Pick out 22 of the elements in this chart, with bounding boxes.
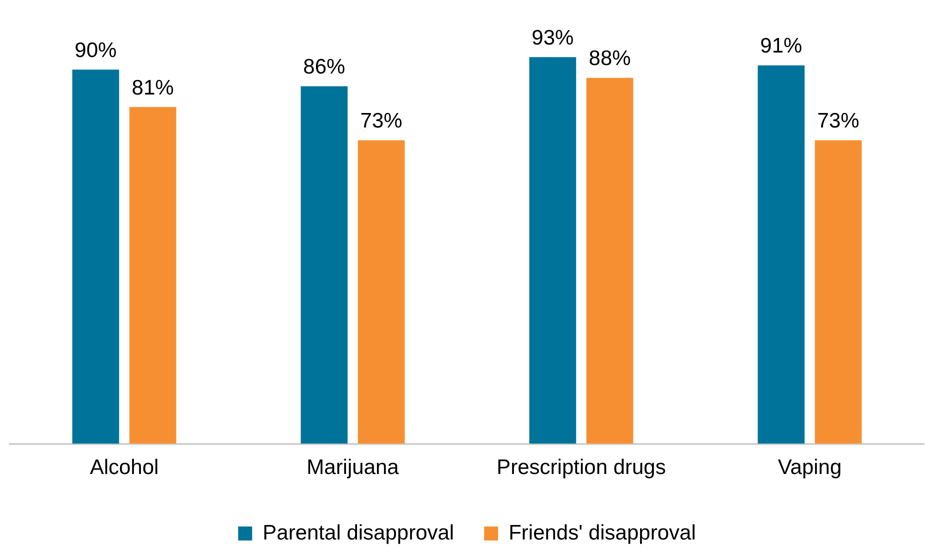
bar [586, 78, 634, 444]
data-label: 73% [817, 110, 860, 133]
bar [758, 65, 805, 444]
data-label: 90% [74, 38, 117, 62]
bar [814, 140, 862, 444]
data-label: 73% [360, 110, 402, 133]
data-label: 91% [760, 34, 802, 58]
data-label: 88% [588, 47, 631, 70]
x-tick-label: Alcohol [90, 456, 159, 480]
legend-label: Friends' disapproval [508, 521, 696, 544]
x-tick-label: Prescription drugs [496, 456, 666, 480]
data-label: 81% [132, 76, 174, 100]
legend-label: Parental disapproval [262, 521, 454, 544]
x-tick-label: Marijuana [306, 456, 400, 480]
bar [529, 57, 576, 444]
bar [72, 70, 120, 444]
data-label: 93% [532, 26, 574, 50]
x-tick-label: Vaping [778, 456, 842, 480]
bar [129, 107, 176, 444]
bar [358, 140, 405, 444]
bar [300, 86, 348, 444]
data-label: 86% [303, 56, 346, 79]
